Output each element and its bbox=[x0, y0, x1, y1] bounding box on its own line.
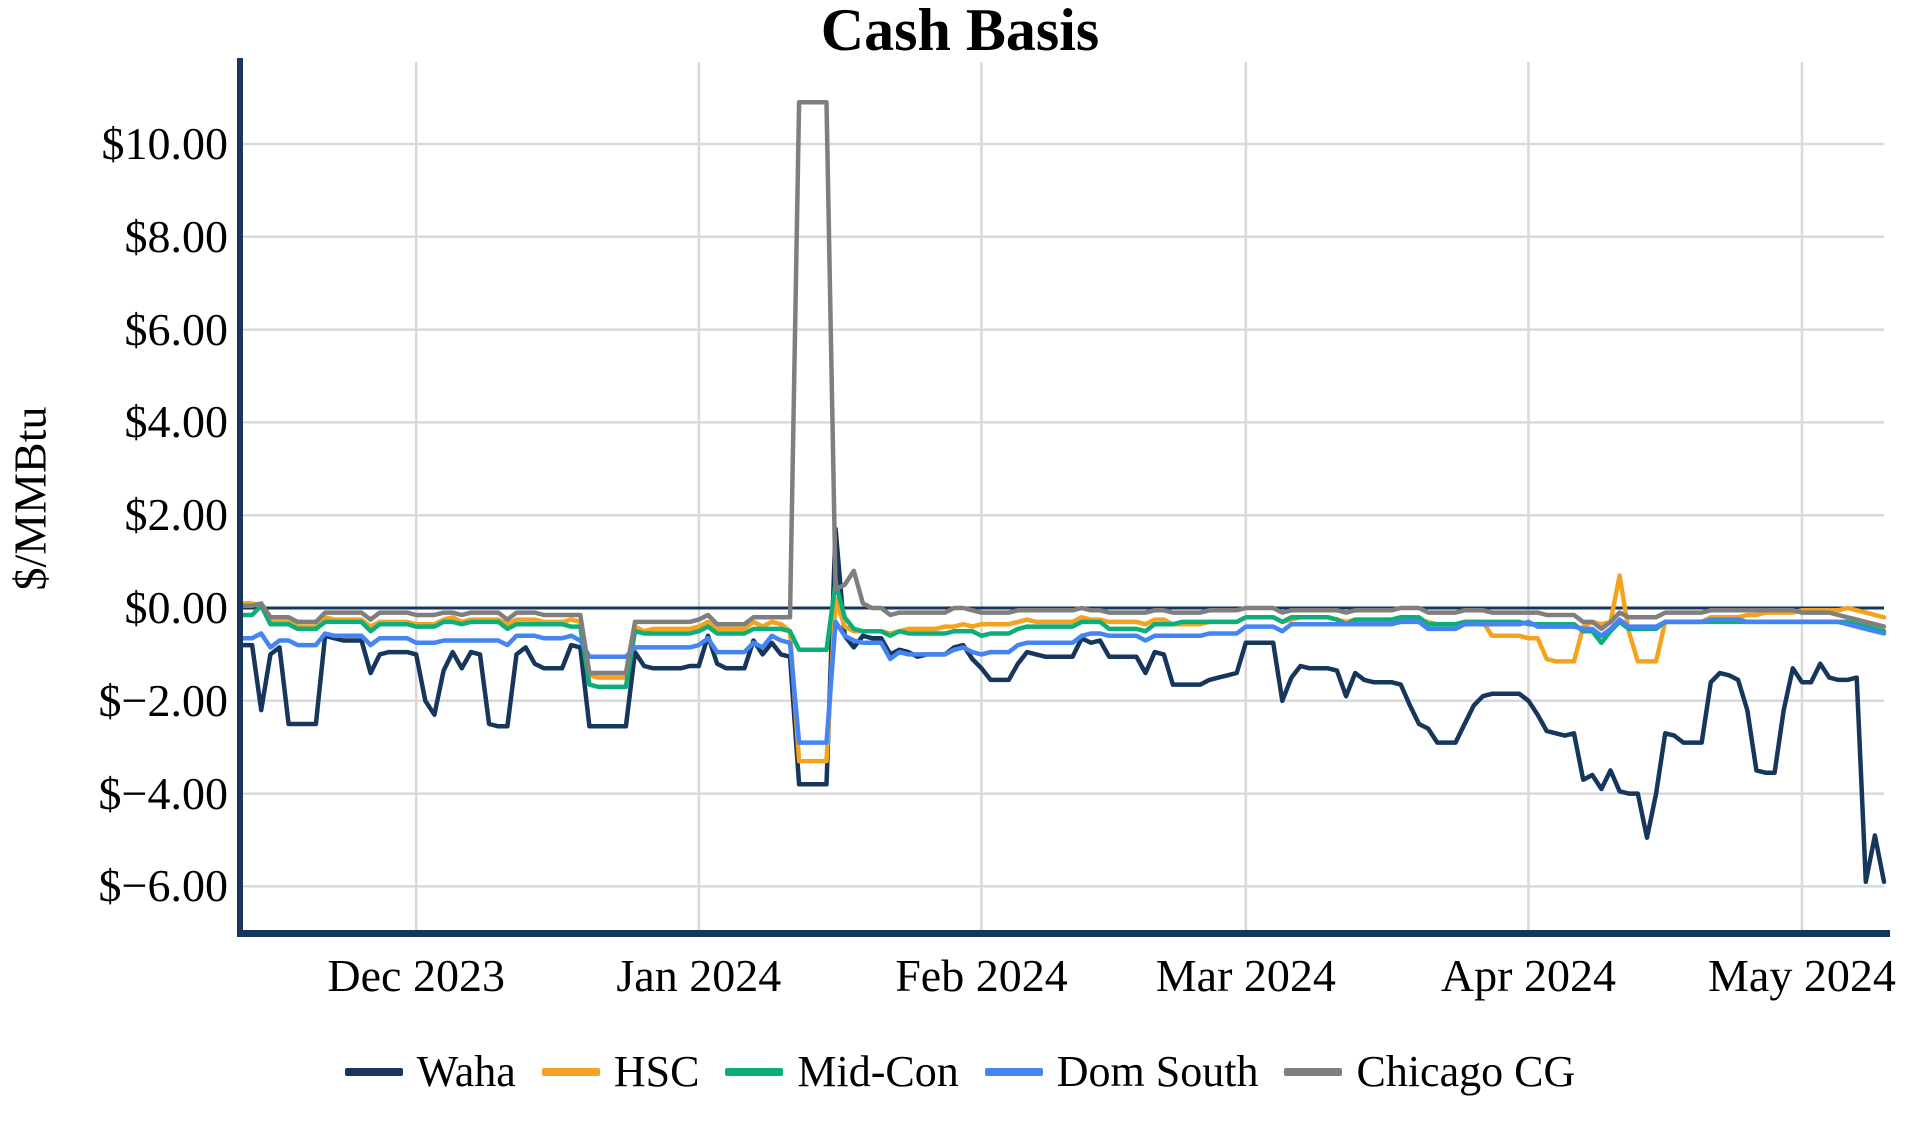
legend-label-chicago-cg: Chicago CG bbox=[1356, 1047, 1576, 1096]
series-line-dom-south bbox=[241, 617, 1887, 745]
series-line-waha bbox=[241, 526, 1887, 885]
series-line-chicago-cg bbox=[241, 99, 1887, 676]
legend-label-mid-con: Mid-Con bbox=[797, 1047, 959, 1096]
legend-swatch-hsc bbox=[541, 1067, 600, 1076]
chart-title: Cash Basis bbox=[820, 0, 1100, 63]
x-tick-label: Jan 2024 bbox=[616, 950, 782, 1001]
y-tick-label: $2.00 bbox=[124, 489, 229, 541]
y-tick-label: $−6.00 bbox=[98, 860, 228, 912]
x-tick-label: May 2024 bbox=[1708, 950, 1896, 1001]
x-tick-label: Feb 2024 bbox=[895, 950, 1068, 1001]
legend-label-waha: Waha bbox=[416, 1047, 516, 1096]
legend-item-mid-con: Mid-Con bbox=[725, 1046, 959, 1097]
y-tick-label: $−4.00 bbox=[98, 767, 228, 819]
legend: Waha HSC Mid-Con Dom South Chicago CG bbox=[0, 1046, 1920, 1097]
y-tick-label: $10.00 bbox=[101, 118, 229, 169]
series-line-mid-con bbox=[241, 580, 1887, 690]
x-tick-label: Mar 2024 bbox=[1155, 950, 1336, 1001]
legend-swatch-mid-con bbox=[725, 1067, 784, 1076]
y-tick-label: $0.00 bbox=[124, 582, 229, 633]
legend-label-hsc: HSC bbox=[613, 1047, 700, 1096]
y-tick-label: $8.00 bbox=[124, 210, 229, 262]
legend-swatch-chicago-cg bbox=[1284, 1067, 1343, 1076]
series-line-hsc bbox=[241, 573, 1887, 764]
x-tick-label: Dec 2023 bbox=[327, 950, 505, 1001]
y-tick-label: $4.00 bbox=[124, 396, 229, 448]
y-axis-spine bbox=[237, 58, 243, 936]
legend-item-waha: Waha bbox=[344, 1046, 516, 1097]
legend-item-chicago-cg: Chicago CG bbox=[1284, 1046, 1575, 1097]
legend-swatch-waha bbox=[344, 1067, 403, 1076]
y-tick-label: $6.00 bbox=[124, 303, 229, 355]
legend-item-dom-south: Dom South bbox=[984, 1046, 1259, 1097]
legend-label-dom-south: Dom South bbox=[1056, 1047, 1259, 1096]
x-axis-spine bbox=[237, 930, 1890, 937]
legend-item-hsc: HSC bbox=[541, 1046, 700, 1097]
x-tick-label: Apr 2024 bbox=[1440, 950, 1616, 1001]
y-tick-label: $−2.00 bbox=[98, 674, 228, 726]
legend-swatch-dom-south bbox=[984, 1067, 1043, 1076]
